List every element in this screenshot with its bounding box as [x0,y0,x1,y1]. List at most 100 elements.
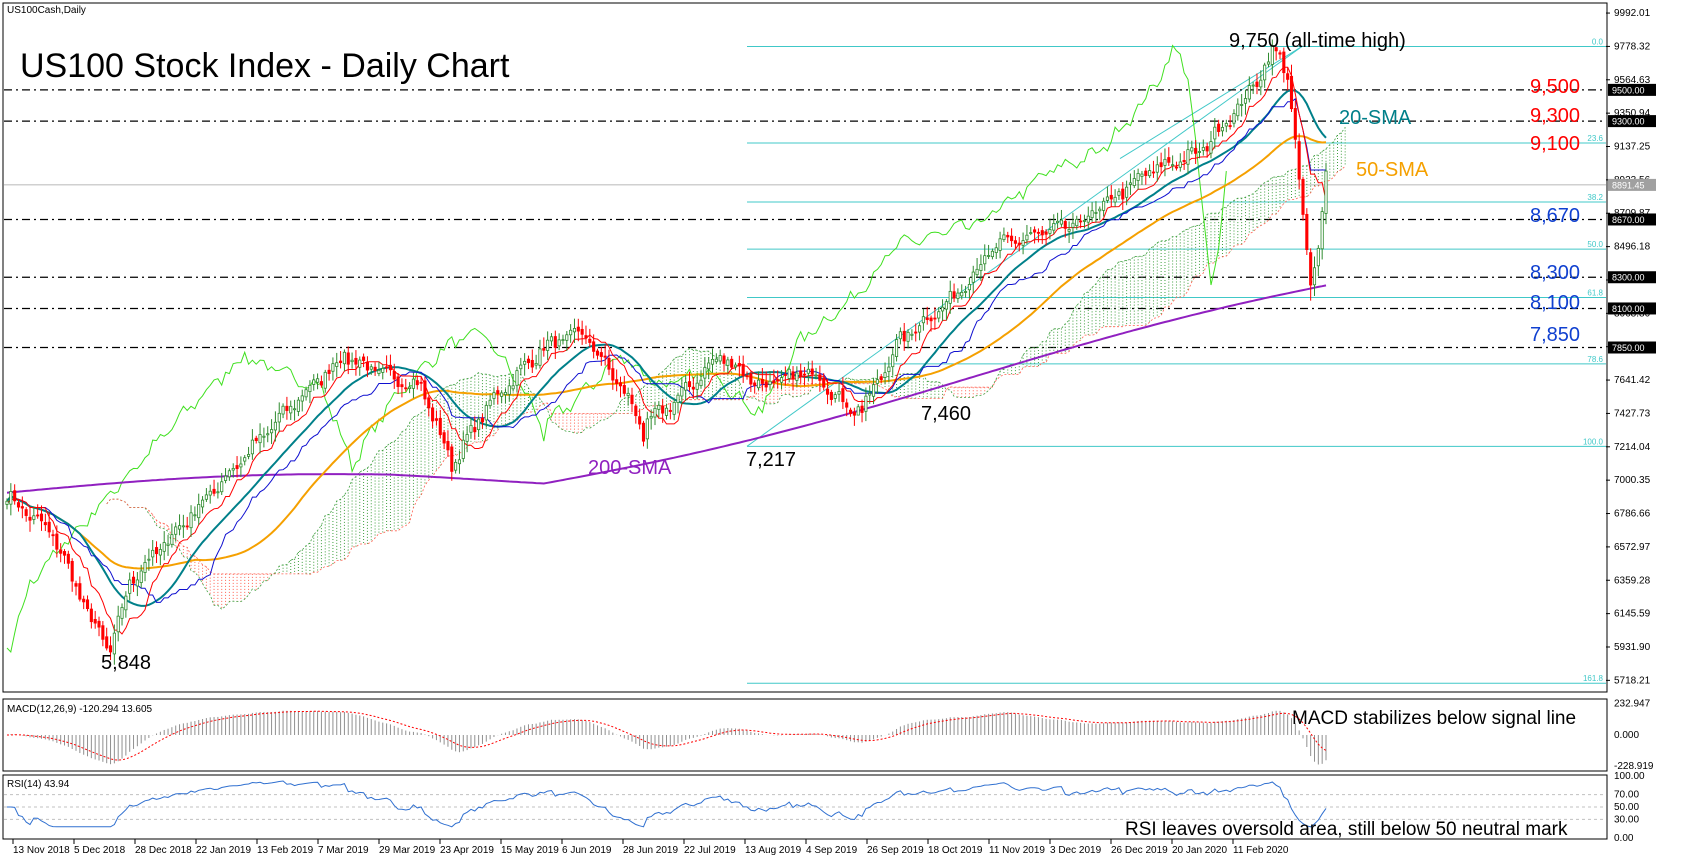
axis-level-box [1608,302,1656,315]
candle-body [791,371,795,380]
candle-body [385,366,389,369]
candle-body [1056,220,1060,224]
kijun-sen [6,97,1326,603]
sma-50-line [6,135,1327,570]
candle-body [377,369,381,374]
candle-body [358,359,362,368]
candle-body [937,311,941,319]
candle-body [1255,81,1259,87]
macd-y-tick: -228.919 [1614,761,1654,772]
candle-body [193,514,197,517]
y-tick-label: 9564.63 [1614,75,1651,86]
candle-body [32,515,36,520]
candle-body [89,608,93,623]
candle-body [630,394,634,405]
candle-body [300,395,304,402]
candle-body [868,393,872,396]
candle-body [270,429,274,434]
candle-body [293,408,297,411]
candle-body [795,372,799,381]
candle-body [546,339,550,351]
x-tick-label: 22 Jul 2019 [684,845,736,856]
candle-body [699,379,703,387]
candle-body [910,333,914,336]
candle-body [818,374,822,381]
candle-body [971,271,975,283]
candle-body [967,284,971,291]
candle-body [1144,170,1148,176]
candle-body [477,418,481,431]
candle-body [872,384,876,397]
x-tick-label: 13 Feb 2019 [257,845,314,856]
candle-body [473,427,477,433]
candle-body [914,331,918,334]
rsi-line [7,780,1327,828]
y-tick-label: 9778.32 [1614,41,1651,52]
candle-body [342,351,346,365]
fib-label-1: 23.6 [1587,134,1603,143]
macd-y-tick: 232.947 [1614,699,1651,710]
candle-body [277,412,281,423]
candle-body [895,339,899,357]
candle-body [189,512,193,529]
candle-body [1098,208,1102,212]
candle-body [1316,247,1320,267]
candle-body [1289,75,1294,110]
candle-body [262,435,266,438]
candle-body [1151,171,1156,174]
candle-body [921,316,925,324]
candle-body [1293,108,1297,140]
candle-body [254,437,258,442]
candle-body [258,434,262,444]
axis-level-label: 8300.00 [1612,273,1645,283]
candle-body [1266,61,1271,65]
candle-body [1217,123,1221,132]
candle-body [59,549,63,554]
candle-body [741,363,745,377]
macd-signal-line [6,710,1327,761]
candle-body [668,409,672,412]
candle-body [1136,173,1140,181]
candle-body [1017,242,1021,246]
rsi-label: RSI(14) 43.94 [7,779,70,790]
candle-body [1197,151,1202,153]
candle-body [339,360,343,363]
candle-body [592,341,596,352]
x-tick-label: 3 Dec 2019 [1050,845,1102,856]
candle-body [1033,229,1037,233]
candle-body [197,503,201,519]
candle-body [496,390,500,394]
candle-body [1190,147,1194,152]
x-tick-label: 15 May 2019 [501,845,559,856]
candle-body [289,405,293,414]
level-label-8100: 8,100 [1530,292,1580,314]
x-tick-label: 11 Nov 2019 [989,845,1045,856]
channel-line-upper [1119,46,1303,160]
candle-body [381,368,385,373]
symbol-label: US100Cash,Daily [7,5,86,16]
candle-body [745,375,749,378]
candle-body [515,370,519,386]
candle-body [753,382,757,386]
candle-body [454,461,458,471]
candle-body [684,382,688,391]
annotation-all-time-high: 9,750 (all-time high) [1229,30,1406,52]
candle-body [120,607,124,619]
candle-body [933,317,937,320]
candle-body [941,306,945,312]
candle-body [603,355,607,358]
candle-body [404,387,408,390]
candle-body [1171,164,1175,167]
candle-body [1040,230,1044,236]
candle-body [519,364,523,370]
candle-body [1259,79,1263,88]
fib-label-5: 78.6 [1587,355,1603,364]
candle-body [235,465,239,470]
x-tick-label: 13 Nov 2018 [13,845,70,856]
candle-body [66,553,70,564]
candle-body [1201,146,1205,151]
date-axis: 13 Nov 2018 5 Dec 2018 28 Dec 2018 22 Jan 2… [12,839,1289,856]
candle-body [538,348,542,366]
candle-body [695,382,699,390]
candle-body [166,543,170,546]
